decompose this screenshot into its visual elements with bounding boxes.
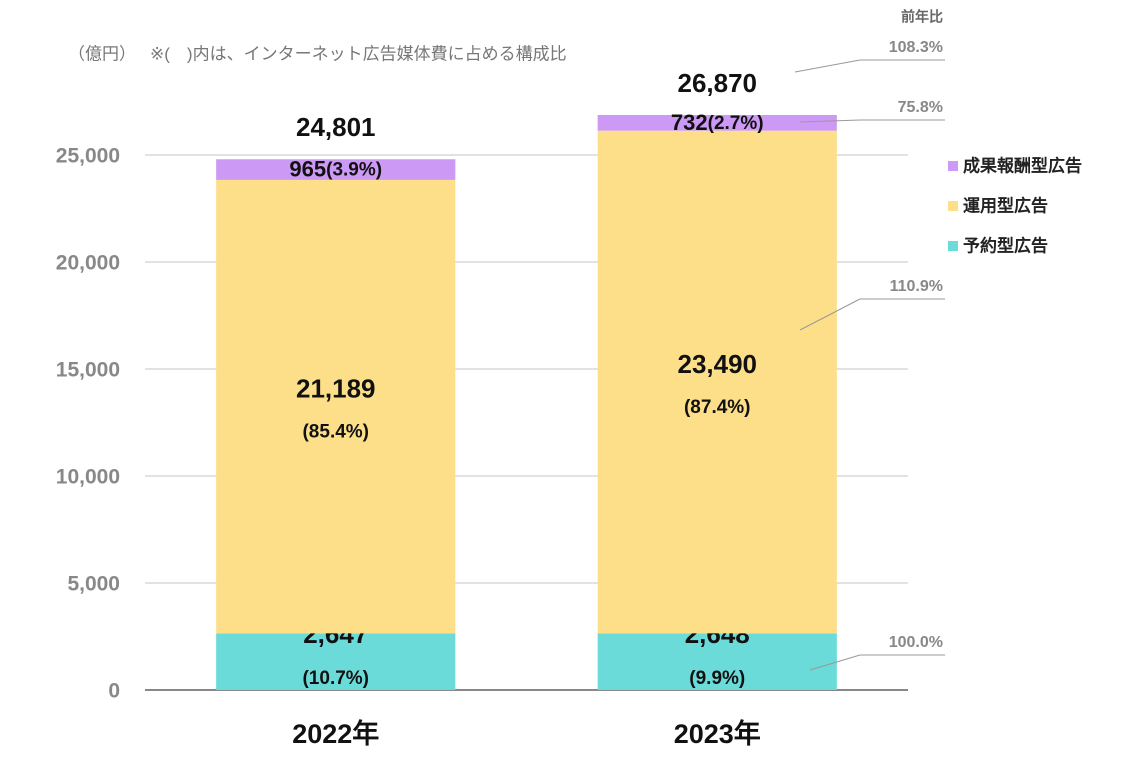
share-label: (3.9%) [326, 160, 382, 181]
legend-swatch [948, 161, 958, 171]
y-tick-label: 20,000 [56, 252, 120, 275]
bar-segment [597, 130, 837, 634]
legend-swatch [948, 241, 958, 251]
y-tick-label: 15,000 [56, 359, 120, 382]
value-label: 23,490 [677, 349, 757, 379]
value-label-group: 732(2.7%) [671, 110, 764, 135]
total-label: 26,870 [677, 68, 757, 98]
yoy-title: 前年比 [901, 9, 943, 25]
x-tick-label: 2022年 [292, 718, 379, 749]
share-label: (87.4%) [684, 397, 751, 418]
y-tick-label: 10,000 [56, 466, 120, 489]
x-tick-label: 2023年 [674, 718, 761, 749]
bar-segment [216, 179, 456, 634]
leader-line [799, 298, 861, 331]
yoy-label: 110.9% [890, 278, 943, 295]
leader-line [794, 59, 861, 73]
bar-segment [216, 159, 456, 180]
value-label: 965 [289, 156, 326, 181]
value-label: 21,189 [296, 374, 376, 404]
bar-segment [597, 114, 837, 131]
y-tick-label: 5,000 [67, 573, 120, 596]
share-label: (10.7%) [302, 668, 369, 689]
share-label: (2.7%) [708, 113, 764, 134]
y-tick-label: 25,000 [56, 145, 120, 168]
leader-line [809, 654, 861, 671]
unit-label: （億円） [68, 44, 136, 63]
yoy-label: 108.3% [889, 39, 943, 56]
legend-label: 成果報酬型広告 [963, 155, 1082, 175]
total-label: 24,801 [296, 112, 376, 142]
legend-label: 運用型広告 [963, 195, 1048, 215]
legend-label: 予約型広告 [963, 235, 1048, 255]
note: ※( )内は、インターネット広告媒体費に占める構成比 [150, 44, 567, 63]
leader-line [799, 119, 861, 123]
share-label: (85.4%) [302, 422, 369, 443]
yoy-label: 75.8% [898, 99, 943, 116]
value-label: 732 [671, 110, 708, 135]
share-label: (9.9%) [689, 668, 745, 689]
y-tick-label: 0 [108, 680, 120, 703]
legend-swatch [948, 201, 958, 211]
bar-segment [597, 633, 837, 690]
bar-segment [216, 633, 456, 690]
value-label-group: 965(3.9%) [289, 156, 382, 181]
yoy-label: 100.0% [889, 634, 943, 651]
